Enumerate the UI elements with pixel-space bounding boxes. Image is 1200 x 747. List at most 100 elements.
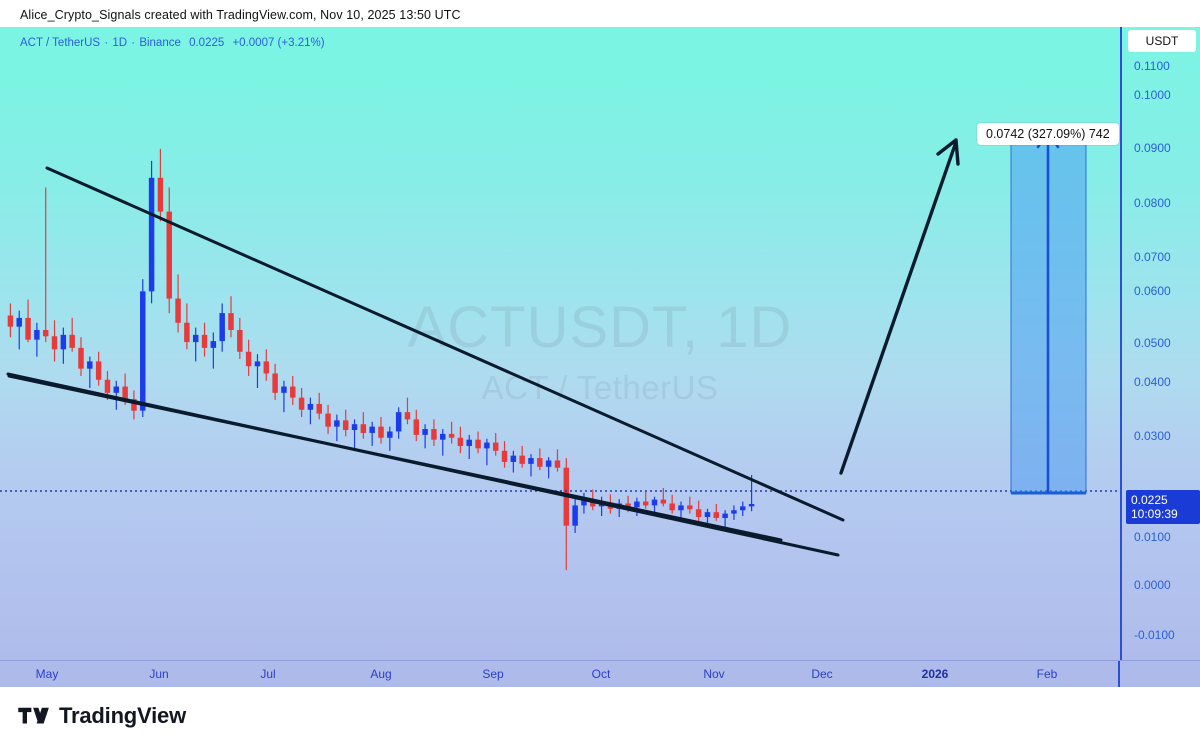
candle-body bbox=[307, 403, 314, 410]
candle-body bbox=[537, 458, 543, 467]
candle-body bbox=[369, 426, 375, 433]
price-tick: 0.0000 bbox=[1134, 578, 1171, 592]
trendline-channel-lower[interactable] bbox=[6, 372, 840, 557]
candle-body bbox=[254, 361, 261, 367]
candle-body bbox=[492, 442, 499, 451]
price-scale[interactable]: USDT 0.1100 0.1000 0.0900 0.0800 0.0700 0.060… bbox=[1120, 27, 1200, 687]
candle-body bbox=[219, 313, 225, 342]
candle-body bbox=[440, 433, 446, 440]
candle-body bbox=[60, 334, 67, 350]
candle-body bbox=[272, 373, 278, 393]
price-tick: 0.0100 bbox=[1134, 530, 1171, 544]
candle-body bbox=[360, 424, 367, 433]
candle-body bbox=[722, 513, 728, 518]
candle-body bbox=[42, 330, 49, 337]
candle-body bbox=[201, 334, 208, 348]
candle-body bbox=[122, 386, 128, 400]
candle-body bbox=[590, 500, 596, 507]
legend-symbol[interactable]: ACT / TetherUS bbox=[20, 37, 101, 49]
footer: TradingView bbox=[0, 687, 1200, 747]
tradingview-mark-icon bbox=[18, 707, 49, 723]
candle-body bbox=[678, 505, 684, 511]
bar-countdown: 10:09:39 bbox=[1131, 507, 1178, 521]
candle-body bbox=[25, 317, 31, 340]
candle-body bbox=[325, 413, 331, 427]
time-tick: Jun bbox=[149, 667, 169, 681]
long-position-label[interactable]: 0.0742 (327.09%) 742 bbox=[977, 123, 1119, 145]
time-tick: Oct bbox=[591, 667, 611, 681]
candle-body bbox=[87, 361, 93, 369]
candle-body bbox=[69, 334, 75, 348]
price-tick: 0.0300 bbox=[1134, 429, 1171, 443]
candle-body bbox=[316, 403, 322, 414]
candle-body bbox=[290, 386, 296, 398]
candle-body bbox=[387, 431, 393, 438]
time-scale[interactable]: May Jun Jul Aug Sep Oct Nov Dec 2026 Feb bbox=[0, 660, 1200, 687]
price-tick: 0.0400 bbox=[1134, 375, 1171, 389]
chart-canvas[interactable]: ACTUSDT, 1D ACT / TetherUS bbox=[0, 27, 1200, 687]
candle-body bbox=[572, 505, 578, 526]
candle-body bbox=[378, 426, 384, 438]
candle-body bbox=[245, 351, 252, 367]
time-tick: Aug bbox=[370, 667, 392, 681]
candlestick-series bbox=[7, 148, 755, 571]
current-price-value: 0.0225 bbox=[1131, 493, 1168, 507]
candle-body bbox=[95, 361, 102, 380]
candle-body bbox=[395, 412, 402, 432]
candle-body bbox=[510, 455, 517, 462]
candle-body bbox=[448, 433, 455, 438]
candle-body bbox=[34, 330, 40, 340]
current-price-badge[interactable]: 0.0225 10:09:39 bbox=[1126, 490, 1200, 524]
candle-body bbox=[166, 211, 172, 299]
candle-body bbox=[634, 501, 640, 508]
chart-legend[interactable]: ACT / TetherUS · 1D · Binance 0.0225 +0.… bbox=[20, 37, 325, 49]
candle-body bbox=[184, 322, 190, 343]
legend-separator-2: · bbox=[131, 37, 136, 49]
candle-body bbox=[687, 505, 693, 510]
price-tick: 0.0500 bbox=[1134, 336, 1171, 350]
candle-body bbox=[140, 291, 146, 411]
candle-body bbox=[545, 460, 552, 467]
price-scale-currency[interactable]: USDT bbox=[1128, 30, 1196, 52]
price-tick: 0.0600 bbox=[1134, 284, 1171, 298]
price-tick: 0.0900 bbox=[1134, 141, 1171, 155]
price-tick: 0.1000 bbox=[1134, 88, 1171, 102]
candle-body bbox=[713, 512, 720, 518]
candle-body bbox=[457, 437, 464, 446]
candle-body bbox=[263, 361, 270, 374]
candle-body bbox=[484, 442, 490, 449]
price-tick: 0.0800 bbox=[1134, 196, 1171, 210]
candle-body bbox=[192, 334, 199, 343]
candle-body bbox=[740, 506, 746, 511]
candle-body bbox=[16, 317, 22, 327]
time-tick: Dec bbox=[811, 667, 833, 681]
trendline-channel-upper[interactable] bbox=[45, 166, 845, 522]
candle-body bbox=[281, 386, 287, 393]
candle-body bbox=[228, 313, 234, 331]
time-tick: May bbox=[35, 667, 59, 681]
candle-body bbox=[431, 429, 437, 440]
candle-body bbox=[704, 512, 711, 517]
candle-body bbox=[651, 499, 658, 506]
legend-interval[interactable]: 1D bbox=[112, 37, 128, 49]
candle-body bbox=[7, 315, 14, 327]
candle-body bbox=[413, 419, 420, 435]
bullish-projection-arrow[interactable] bbox=[839, 138, 960, 475]
candle-body bbox=[351, 424, 358, 431]
candle-body bbox=[554, 460, 561, 468]
candle-body bbox=[131, 399, 137, 411]
legend-last-price: 0.0225 bbox=[189, 37, 225, 49]
legend-exchange[interactable]: Binance bbox=[139, 37, 181, 49]
legend-change: +0.0007 (+3.21%) bbox=[232, 37, 325, 49]
time-tick: Jul bbox=[260, 667, 276, 681]
candle-body bbox=[581, 500, 587, 506]
chart-drawings-layer bbox=[0, 129, 1118, 571]
time-tick: Feb bbox=[1036, 667, 1058, 681]
caption-text: Alice_Crypto_Signals created with Tradin… bbox=[20, 8, 461, 22]
time-tick: 2026 bbox=[921, 667, 949, 681]
candle-body bbox=[104, 379, 111, 393]
candle-body bbox=[210, 341, 217, 348]
tradingview-logo[interactable]: TradingView bbox=[18, 703, 186, 729]
long-position-tool[interactable] bbox=[1010, 129, 1087, 495]
